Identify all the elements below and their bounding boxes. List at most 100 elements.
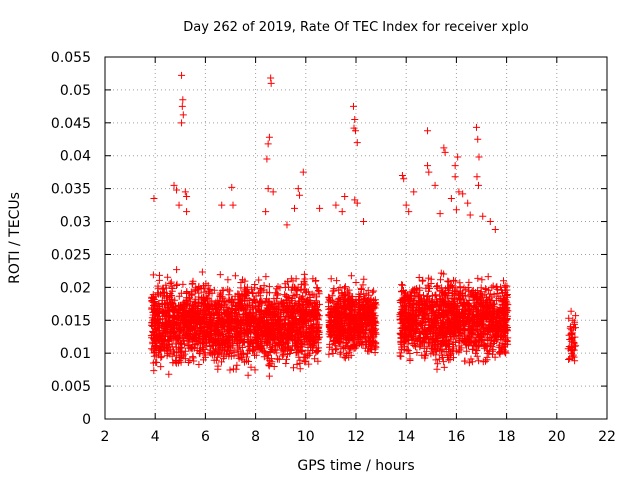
x-tick-labels: 2 4 6 8 10 12 14 16 18 20 22 <box>101 429 616 445</box>
data-point <box>150 195 158 203</box>
data-point <box>283 221 291 229</box>
data-point <box>447 195 455 203</box>
y-axis-title: ROTI / TECUs <box>7 192 23 284</box>
y-tick-label: 0.02 <box>60 280 91 296</box>
y-tick-label: 0.015 <box>51 313 91 329</box>
x-tick-label: 20 <box>548 429 566 445</box>
data-point <box>410 188 418 196</box>
y-tick-label: 0.03 <box>60 215 91 231</box>
y-tick-label: 0.005 <box>51 379 91 395</box>
y-tick-label: 0 <box>82 412 91 428</box>
data-point <box>451 173 459 181</box>
data-point <box>175 201 183 209</box>
data-point <box>183 208 191 216</box>
y-tick-labels: 0 0.005 0.01 0.015 0.02 0.025 0.03 0.035 0.04 0.0… <box>51 50 91 428</box>
x-tick-label: 4 <box>151 429 160 445</box>
data-point <box>431 181 439 189</box>
data-point <box>267 79 275 87</box>
data-point <box>440 144 448 152</box>
data-point <box>229 201 237 209</box>
data-point <box>332 201 340 209</box>
data-point <box>183 193 191 201</box>
data-point <box>436 210 444 218</box>
x-tick-label: 12 <box>347 429 365 445</box>
data-point <box>486 218 494 226</box>
data-point <box>296 191 304 199</box>
x-tick-label: 22 <box>598 429 616 445</box>
data-point <box>353 139 361 147</box>
data-point <box>424 127 432 135</box>
data-point <box>452 206 460 214</box>
data-point <box>299 168 307 176</box>
data-point <box>464 199 472 207</box>
x-tick-label: 16 <box>447 429 465 445</box>
grid-lines <box>105 57 607 419</box>
data-point <box>405 208 413 216</box>
data-point <box>474 181 482 189</box>
data-point <box>294 185 302 193</box>
data-point <box>491 225 499 233</box>
data-point <box>360 218 368 226</box>
data-point <box>425 168 433 176</box>
data-point <box>350 124 358 132</box>
data-point-group <box>396 280 580 366</box>
plot-frame <box>104 56 608 420</box>
data-point <box>349 102 357 110</box>
data-point <box>472 123 480 131</box>
x-tick-label: 8 <box>251 429 260 445</box>
data-point <box>398 171 406 179</box>
y-tick-label: 0.025 <box>51 247 91 263</box>
data-point <box>473 173 481 181</box>
data-point <box>475 153 483 161</box>
chart-title: Day 262 of 2019, Rate Of TEC Index for r… <box>183 20 528 35</box>
data-point <box>262 208 270 216</box>
data-point <box>181 188 189 196</box>
x-tick-label: 10 <box>297 429 315 445</box>
x-tick-label: 18 <box>498 429 516 445</box>
data-point <box>264 185 272 193</box>
data-point <box>263 155 271 163</box>
y-tick-label: 0.05 <box>60 83 91 99</box>
data-point <box>170 181 178 189</box>
data-point <box>454 153 462 161</box>
y-tick-label: 0.04 <box>60 149 91 165</box>
data-point <box>218 201 226 209</box>
y-tick-label: 0.01 <box>60 346 91 362</box>
data-point <box>474 135 482 143</box>
y-tick-label: 0.055 <box>51 50 91 66</box>
data-point <box>178 119 186 127</box>
data-point <box>179 111 187 119</box>
data-point <box>402 201 410 209</box>
data-point <box>291 204 299 212</box>
data-point <box>441 148 449 156</box>
data-points <box>147 71 580 380</box>
data-point <box>173 186 181 194</box>
data-point <box>269 188 277 196</box>
data-point <box>178 102 186 110</box>
data-point <box>400 175 408 183</box>
data-point <box>424 162 432 170</box>
data-point <box>338 208 346 216</box>
x-axis-title: GPS time / hours <box>297 458 414 474</box>
data-point <box>451 162 459 170</box>
data-point <box>351 116 359 124</box>
data-point <box>353 199 361 207</box>
x-tick-label: 2 <box>101 429 110 445</box>
data-point <box>267 74 275 82</box>
data-point <box>341 193 349 201</box>
y-tick-label: 0.045 <box>51 116 91 132</box>
data-point <box>179 96 187 104</box>
data-point <box>466 211 474 219</box>
y-tick-label: 0.035 <box>51 182 91 198</box>
data-point <box>264 140 272 148</box>
data-point <box>178 71 186 79</box>
data-point <box>459 190 467 198</box>
data-point <box>228 183 236 191</box>
data-point <box>479 212 487 220</box>
x-tick-label: 6 <box>201 429 210 445</box>
data-point <box>455 188 463 196</box>
data-point <box>316 204 324 212</box>
data-point <box>265 133 273 141</box>
x-tick-label: 14 <box>397 429 415 445</box>
